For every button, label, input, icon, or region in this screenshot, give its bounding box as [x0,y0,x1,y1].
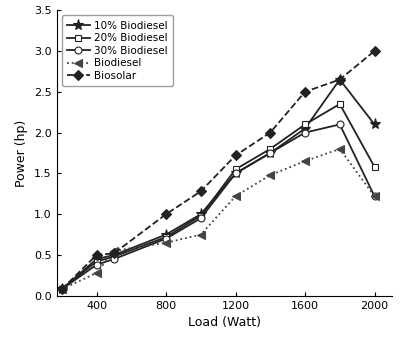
Biodiesel [94,271,99,275]
20% Biodiesel [337,102,342,106]
Biosolar [59,287,64,291]
10% Biodiesel [268,151,273,155]
20% Biodiesel [94,259,99,264]
30% Biodiesel [198,216,203,220]
30% Biodiesel [303,131,307,135]
30% Biodiesel [59,287,64,291]
10% Biodiesel [59,287,64,291]
20% Biodiesel [268,147,273,151]
20% Biodiesel [372,165,377,169]
Biosolar [372,49,377,53]
Line: 10% Biodiesel: 10% Biodiesel [56,74,380,295]
10% Biodiesel [233,171,238,175]
20% Biodiesel [233,167,238,171]
Biodiesel [233,194,238,198]
Line: Biodiesel: Biodiesel [58,145,379,293]
Biodiesel [164,241,168,245]
Biosolar [303,90,307,94]
Biosolar [112,251,116,255]
Line: 20% Biodiesel: 20% Biodiesel [58,101,378,293]
10% Biodiesel [94,257,99,261]
30% Biodiesel [94,263,99,267]
20% Biodiesel [303,122,307,126]
20% Biodiesel [164,235,168,239]
10% Biodiesel [164,233,168,237]
Biodiesel [337,147,342,151]
Biosolar [233,153,238,157]
Y-axis label: Power (hp): Power (hp) [15,119,28,187]
20% Biodiesel [198,214,203,218]
30% Biodiesel [268,151,273,155]
30% Biodiesel [112,257,116,261]
Biosolar [164,212,168,216]
10% Biodiesel [112,253,116,257]
20% Biodiesel [112,255,116,259]
Biodiesel [59,287,64,291]
Biosolar [94,253,99,257]
Biosolar [337,78,342,82]
10% Biodiesel [198,212,203,216]
Biodiesel [268,173,273,177]
20% Biodiesel [59,287,64,291]
30% Biodiesel [337,122,342,126]
Legend: 10% Biodiesel, 20% Biodiesel, 30% Biodiesel, Biodiesel, Biosolar: 10% Biodiesel, 20% Biodiesel, 30% Biodie… [62,15,173,86]
Biodiesel [303,159,307,163]
10% Biodiesel [372,122,377,126]
30% Biodiesel [164,237,168,241]
10% Biodiesel [303,126,307,131]
Biodiesel [372,194,377,198]
Line: 30% Biodiesel: 30% Biodiesel [58,121,378,293]
30% Biodiesel [372,194,377,198]
Biosolar [198,189,203,193]
Biodiesel [112,249,116,253]
Biodiesel [198,233,203,237]
30% Biodiesel [233,171,238,175]
Line: Biosolar: Biosolar [58,48,378,293]
Biosolar [268,131,273,135]
10% Biodiesel [337,78,342,82]
X-axis label: Load (Watt): Load (Watt) [188,316,261,329]
